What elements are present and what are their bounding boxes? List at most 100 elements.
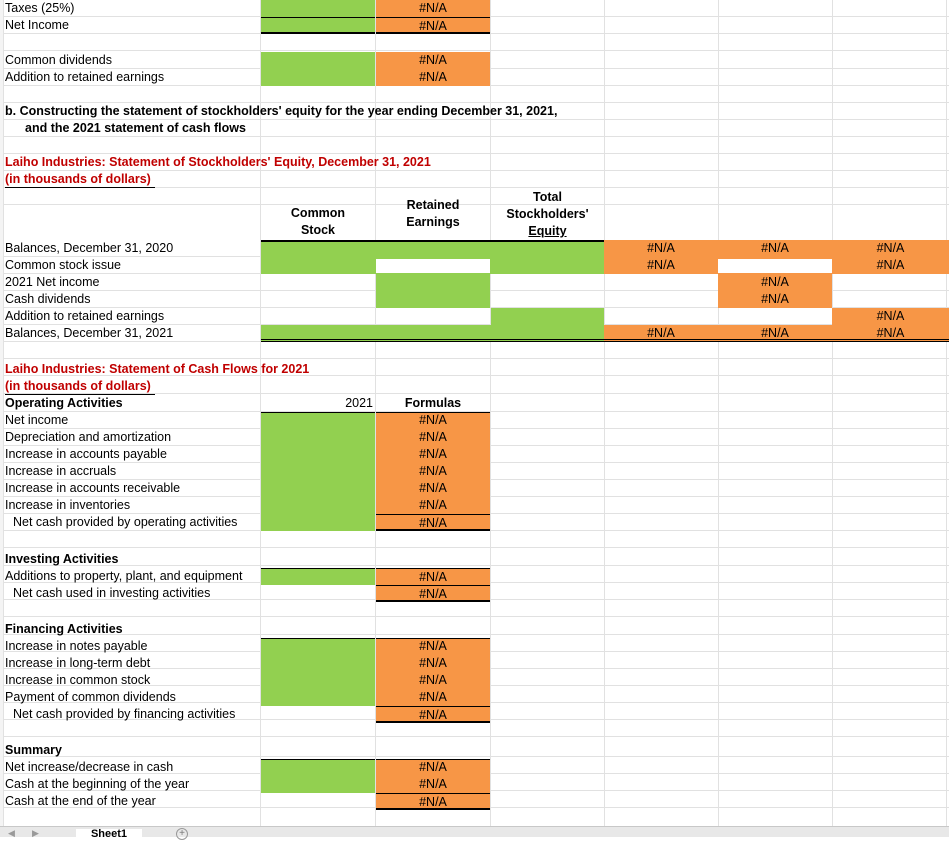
- row-label-common-dividends[interactable]: Common dividends: [5, 53, 112, 67]
- equity-subtitle[interactable]: (in thousands of dollars): [5, 171, 155, 188]
- cashflow-subtitle[interactable]: (in thousands of dollars): [5, 378, 155, 395]
- gridline: [3, 0, 4, 826]
- financing-item[interactable]: Increase in notes payable: [5, 639, 148, 653]
- formula-cell[interactable]: #N/A: [718, 274, 832, 291]
- formula-block: [376, 412, 490, 531]
- formula-cell[interactable]: #N/A: [376, 0, 490, 17]
- equity-row-label[interactable]: Common stock issue: [5, 258, 122, 272]
- gridline: [946, 0, 947, 826]
- equity-row-label[interactable]: Balances, December 31, 2020: [5, 241, 174, 255]
- summary-header[interactable]: Summary: [5, 743, 62, 757]
- input-cell[interactable]: [261, 69, 375, 86]
- row-label-addition-retained[interactable]: Addition to retained earnings: [5, 70, 165, 84]
- sheet-tab-bar: [0, 826, 949, 837]
- formula-cell[interactable]: #N/A: [376, 793, 490, 810]
- gridline: [604, 0, 605, 826]
- gridline: [260, 0, 261, 826]
- blank-cell: [718, 259, 832, 273]
- equity-row-label[interactable]: Balances, December 31, 2021: [5, 326, 174, 340]
- formula-cell[interactable]: #N/A: [419, 464, 447, 478]
- operating-item[interactable]: Net income: [5, 413, 69, 427]
- formula-cell[interactable]: #N/A: [376, 568, 490, 585]
- investing-total[interactable]: Net cash used in investing activities: [13, 586, 211, 600]
- investing-item[interactable]: Additions to property, plant, and equipm…: [5, 569, 243, 583]
- add-sheet-icon[interactable]: +: [176, 828, 188, 840]
- cashflow-title[interactable]: Laiho Industries: Statement of Cash Flow…: [5, 362, 310, 376]
- financing-item[interactable]: Payment of common dividends: [5, 690, 176, 704]
- input-block: [261, 412, 375, 531]
- formula-cell[interactable]: #N/A: [419, 498, 447, 512]
- equity-row-label[interactable]: Cash dividends: [5, 292, 91, 306]
- formula-cell[interactable]: #N/A: [832, 240, 949, 257]
- equity-title[interactable]: Laiho Industries: Statement of Stockhold…: [5, 155, 431, 169]
- formula-cell[interactable]: #N/A: [832, 325, 949, 342]
- formula-cell[interactable]: #N/A: [419, 656, 447, 670]
- sheet-tab[interactable]: Sheet1: [76, 829, 142, 841]
- input-cell[interactable]: [376, 274, 490, 308]
- summary-item[interactable]: Cash at the end of the year: [5, 794, 156, 808]
- formula-cell[interactable]: #N/A: [419, 481, 447, 495]
- formula-cell[interactable]: #N/A: [376, 585, 490, 602]
- input-cell[interactable]: [261, 0, 375, 17]
- input-cell[interactable]: [491, 308, 604, 325]
- section-b-title-line2[interactable]: and the 2021 statement of cash flows: [25, 121, 246, 135]
- row-header-edge: [0, 0, 3, 826]
- operating-item[interactable]: Depreciation and amortization: [5, 430, 172, 444]
- financing-item[interactable]: Increase in long-term debt: [5, 656, 151, 670]
- formula-cell[interactable]: #N/A: [718, 240, 832, 257]
- investing-header[interactable]: Investing Activities: [5, 552, 119, 566]
- operating-item[interactable]: Increase in accruals: [5, 464, 117, 478]
- formula-cell[interactable]: #N/A: [419, 447, 447, 461]
- formula-cell[interactable]: #N/A: [604, 240, 718, 257]
- gridline: [718, 0, 719, 826]
- col-header-formulas[interactable]: Formulas: [404, 396, 462, 410]
- formula-cell[interactable]: #N/A: [419, 777, 447, 791]
- formula-cell[interactable]: #N/A: [718, 325, 832, 342]
- input-cell[interactable]: [261, 52, 375, 69]
- scroll-right-icon[interactable]: ▶: [32, 828, 39, 838]
- col-header-total-equity: Total Stockholders' Equity: [506, 190, 589, 238]
- input-block: [261, 638, 375, 706]
- formula-cell[interactable]: #N/A: [376, 514, 490, 531]
- row-label-taxes[interactable]: Taxes (25%): [5, 1, 75, 15]
- formula-cell[interactable]: #N/A: [647, 258, 675, 272]
- formula-cell[interactable]: #N/A: [832, 308, 949, 325]
- input-cell[interactable]: [261, 568, 375, 585]
- formula-cell[interactable]: #N/A: [419, 639, 447, 653]
- summary-item[interactable]: Net increase/decrease in cash: [5, 760, 174, 774]
- formula-cell[interactable]: #N/A: [376, 17, 490, 34]
- formula-cell[interactable]: #N/A: [419, 760, 447, 774]
- input-cell[interactable]: [261, 17, 375, 34]
- financing-header[interactable]: Financing Activities: [5, 622, 123, 636]
- summary-item[interactable]: Cash at the beginning of the year: [5, 777, 190, 791]
- formula-cell[interactable]: #N/A: [419, 690, 447, 704]
- col-header-year[interactable]: 2021: [345, 396, 373, 410]
- formula-cell[interactable]: #N/A: [376, 706, 490, 723]
- formula-block: [376, 638, 490, 723]
- operating-item[interactable]: Increase in accounts payable: [5, 447, 167, 461]
- formula-cell[interactable]: #N/A: [419, 413, 447, 427]
- input-cell[interactable]: [261, 325, 604, 342]
- blank-cell[interactable]: [376, 259, 490, 273]
- formula-cell[interactable]: #N/A: [376, 69, 490, 86]
- formula-cell[interactable]: #N/A: [376, 52, 490, 69]
- row-label-net-income[interactable]: Net Income: [5, 18, 69, 32]
- financing-item[interactable]: Increase in common stock: [5, 673, 151, 687]
- formula-cell[interactable]: #N/A: [419, 673, 447, 687]
- col-header-retained-earnings: Retained Earnings: [406, 198, 460, 229]
- operating-header[interactable]: Operating Activities: [5, 396, 123, 410]
- equity-row-label[interactable]: Addition to retained earnings: [5, 309, 165, 323]
- scroll-left-icon[interactable]: ◀: [8, 828, 15, 838]
- formula-cell[interactable]: #N/A: [876, 258, 905, 272]
- formula-cell[interactable]: #N/A: [604, 325, 718, 342]
- formula-cell[interactable]: #N/A: [419, 430, 447, 444]
- financing-total[interactable]: Net cash provided by financing activitie…: [13, 707, 236, 721]
- equity-row-label[interactable]: 2021 Net income: [5, 275, 100, 289]
- operating-total[interactable]: Net cash provided by operating activitie…: [13, 515, 238, 529]
- input-block: [261, 759, 375, 793]
- operating-item[interactable]: Increase in inventories: [5, 498, 131, 512]
- section-b-title[interactable]: b. Constructing the statement of stockho…: [5, 104, 558, 118]
- formula-cell[interactable]: #N/A: [718, 291, 832, 308]
- operating-item[interactable]: Increase in accounts receivable: [5, 481, 181, 495]
